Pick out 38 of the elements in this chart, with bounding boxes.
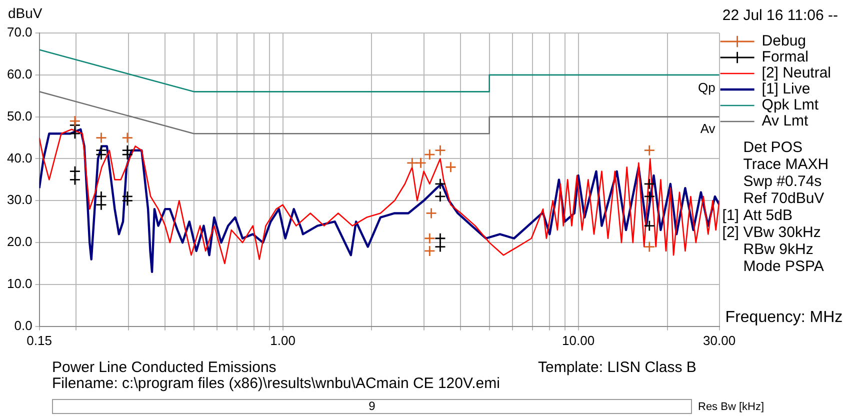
legend-label: [2] Neutral [762, 64, 832, 82]
legend-label: Qpk Lmt [762, 96, 820, 114]
text: RBw 9kHz [743, 241, 814, 258]
text: Trace MAXH [743, 156, 829, 173]
text: 22 Jul 16 11:06 -- [722, 7, 838, 24]
legend-label: [1] Live [762, 80, 810, 98]
x-tick-label: 0.15 [26, 332, 52, 348]
y-tick-label: 20.0 [6, 234, 32, 250]
text: Swp #0.74s [743, 173, 822, 190]
text: Template: LISN Class B [538, 359, 696, 376]
x-tick-label: 1.00 [270, 332, 296, 348]
y-axis-title: dBuV [8, 5, 43, 21]
annotation: Qp [698, 80, 716, 95]
y-tick-label: 40.0 [6, 150, 32, 166]
y-tick-label: 0.0 [14, 318, 32, 333]
text: Ref 70dBuV [743, 190, 824, 207]
text: Mode PSPA [743, 258, 824, 275]
legend-label: Debug [762, 32, 806, 50]
text: Res Bw [kHz] [698, 401, 764, 413]
text: Att 5dB [743, 207, 793, 224]
y-tick-label: 30.0 [6, 192, 32, 208]
legend-label: Formal [762, 48, 808, 66]
x-axis-title: Frequency: MHz [725, 309, 843, 326]
text: [2] [722, 224, 739, 241]
text: 9 [368, 399, 376, 413]
y-tick-label: 60.0 [6, 66, 32, 82]
text: Power Line Conducted Emissions [52, 359, 276, 376]
text: VBw 30kHz [743, 224, 821, 241]
x-tick-label: 30.00 [703, 332, 736, 348]
text: [1] [722, 207, 739, 224]
y-tick-label: 50.0 [6, 108, 32, 124]
legend-label: Av Lmt [762, 112, 810, 130]
annotation: Av [700, 121, 716, 136]
y-tick-label: 10.0 [6, 276, 32, 292]
x-tick-label: 10.00 [562, 332, 595, 348]
text: Det POS [743, 139, 802, 156]
text: Filename: c:\program files (x86)\results\wnbu\ACmain CE 120V.emi [52, 375, 500, 392]
y-tick-label: 70.0 [6, 24, 32, 40]
